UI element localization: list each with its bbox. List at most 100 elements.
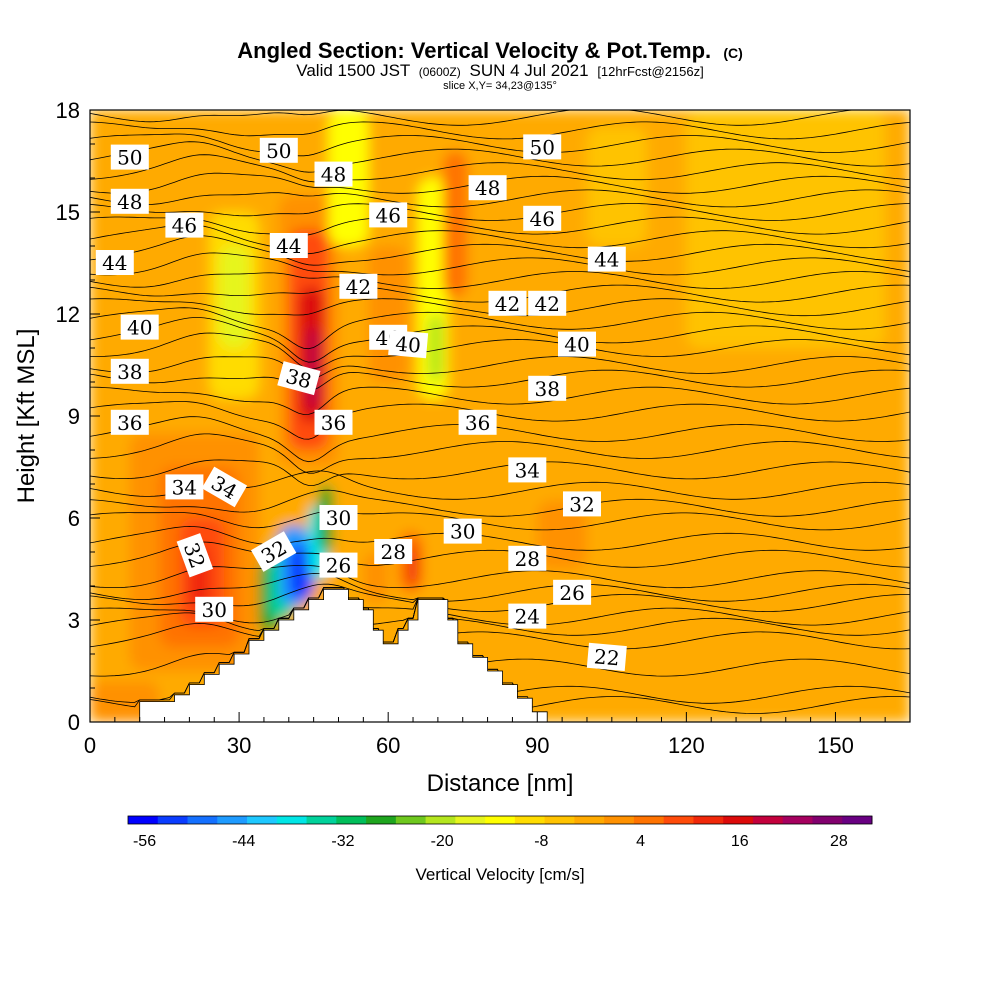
isentrope-label-text: 30 xyxy=(450,520,475,544)
colorbar-swatch xyxy=(336,816,367,824)
colorbar-label: Vertical Velocity [cm/s] xyxy=(415,865,584,884)
isentrope-label-text: 44 xyxy=(102,251,127,275)
isentrope-label: 40 xyxy=(120,314,159,340)
colorbar-swatch xyxy=(693,816,724,824)
isentrope-label-text: 34 xyxy=(515,458,540,482)
colorbar-swatch xyxy=(604,816,635,824)
isentrope-label-text: 42 xyxy=(346,275,371,299)
x-axis: 0 30 60 90 120 150 xyxy=(84,712,886,758)
isentrope-label: 36 xyxy=(458,409,497,435)
isentrope-label: 42 xyxy=(488,290,527,316)
isentrope-label-text: 30 xyxy=(326,506,351,530)
colorbar-swatch xyxy=(544,816,575,824)
velocity-cell xyxy=(686,110,886,348)
subtitle-valid: Valid 1500 JST xyxy=(296,61,410,80)
x-tick-label: 120 xyxy=(668,733,705,758)
colorbar-frame xyxy=(127,815,873,825)
isentrope-label-text: 48 xyxy=(321,163,346,187)
isentrope-line xyxy=(90,203,910,221)
isentrope-label: 34 xyxy=(508,457,547,483)
isentrope-label-text: 40 xyxy=(394,332,421,358)
subtitle-date: SUN 4 Jul 2021 xyxy=(470,61,589,80)
isentrope-label-text: 28 xyxy=(380,540,405,564)
isentrope-label-text: 46 xyxy=(375,203,400,227)
isentrope-line xyxy=(90,416,910,463)
isentrope-label-text: 46 xyxy=(172,214,197,238)
y-tick-label: 6 xyxy=(68,506,80,531)
isentrope-line xyxy=(90,356,910,379)
isentrope-label: 28 xyxy=(374,539,413,564)
isentrope-line xyxy=(90,271,910,289)
colorbar-swatch xyxy=(395,816,427,824)
isentrope-label: 48 xyxy=(314,161,353,187)
isentrope-line xyxy=(90,141,910,173)
isentrope-label: 36 xyxy=(110,409,149,435)
colorbar-swatch xyxy=(514,816,546,824)
isentrope-label: 46 xyxy=(523,205,562,231)
x-axis-label: Distance [nm] xyxy=(427,770,574,797)
colorbar-swatch xyxy=(425,816,456,824)
isentrope-line xyxy=(90,216,910,237)
y-tick-label: 0 xyxy=(68,710,80,735)
isentrope-label-text: 42 xyxy=(534,292,559,316)
isentrope-label-text: 32 xyxy=(569,492,594,516)
isentrope-label-text: 50 xyxy=(266,139,291,163)
isentrope-label-text: 48 xyxy=(117,190,142,214)
isentrope-label-text: 24 xyxy=(515,605,540,629)
colorbar-swatch xyxy=(663,816,694,824)
colorbar-swatch xyxy=(455,816,486,824)
isentrope-label: 46 xyxy=(165,212,204,238)
colorbar-swatch xyxy=(217,816,248,824)
colorbar-tick-label: -32 xyxy=(331,833,354,850)
isentrope-label: 44 xyxy=(95,250,134,275)
isentrope-line xyxy=(90,401,910,440)
colorbar-tick-label: 4 xyxy=(636,833,645,850)
colorbar-tick-label: -56 xyxy=(133,833,156,850)
isentrope-label: 50 xyxy=(110,144,149,170)
isentrope-label: 34 xyxy=(165,474,204,500)
isentrope-label-text: 50 xyxy=(117,146,142,170)
x-tick-label: 90 xyxy=(525,733,549,758)
isentrope-line xyxy=(90,332,910,370)
isentrope-line xyxy=(90,307,910,350)
isentrope-line xyxy=(90,224,910,255)
isentrope-label-text: 26 xyxy=(326,554,351,578)
chart-title-mark: (C) xyxy=(723,45,742,61)
isentrope-line xyxy=(90,459,910,486)
isentrope-line xyxy=(90,121,910,140)
isentrope-label: 42 xyxy=(339,273,378,299)
isentrope-line xyxy=(90,587,910,677)
colorbar-swatch xyxy=(723,816,754,824)
velocity-cell xyxy=(219,246,250,348)
isentrope-label: 48 xyxy=(110,188,149,214)
isentrope-line xyxy=(90,573,910,602)
isentrope-label: 26 xyxy=(553,579,592,605)
colorbar-tick-label: 16 xyxy=(731,833,749,850)
isentrope-line xyxy=(90,541,910,568)
isentrope-label-text: 38 xyxy=(117,360,142,384)
isentrope-label-text: 36 xyxy=(117,411,142,435)
y-tick-label: 9 xyxy=(68,404,80,429)
isentrope-label: 24 xyxy=(508,603,547,629)
colorbar-swatch xyxy=(633,816,665,824)
velocity-cell xyxy=(586,127,647,246)
colorbar-swatch xyxy=(187,816,218,824)
colorbar-swatch xyxy=(485,816,516,824)
isentrope-label-text: 42 xyxy=(495,292,520,316)
velocity-cell xyxy=(537,501,587,569)
isentrope-label: 36 xyxy=(314,409,353,435)
subtitle-forecast: [12hrFcst@2156z] xyxy=(597,64,703,79)
isentrope-label: 50 xyxy=(523,134,562,160)
isentrope-label: 44 xyxy=(587,246,626,272)
chart-title-text: Angled Section: Vertical Velocity & Pot.… xyxy=(237,38,711,63)
isentrope-line xyxy=(90,587,910,636)
isentrope-line xyxy=(90,317,910,363)
isentrope-label: 44 xyxy=(269,233,308,258)
isentrope-label: 34 xyxy=(201,466,248,508)
colorbar-swatch xyxy=(366,816,397,824)
isentrope-label: 22 xyxy=(586,642,627,672)
isentrope-line xyxy=(90,235,910,266)
isentrope-label-text: 22 xyxy=(593,644,620,670)
isentrope-label-text: 48 xyxy=(475,176,500,200)
